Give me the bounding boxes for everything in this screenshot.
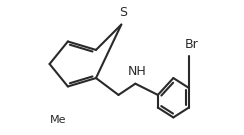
Text: Br: Br [185,38,198,51]
Text: NH: NH [127,65,146,78]
Text: S: S [119,6,127,19]
Text: Me: Me [50,115,66,125]
